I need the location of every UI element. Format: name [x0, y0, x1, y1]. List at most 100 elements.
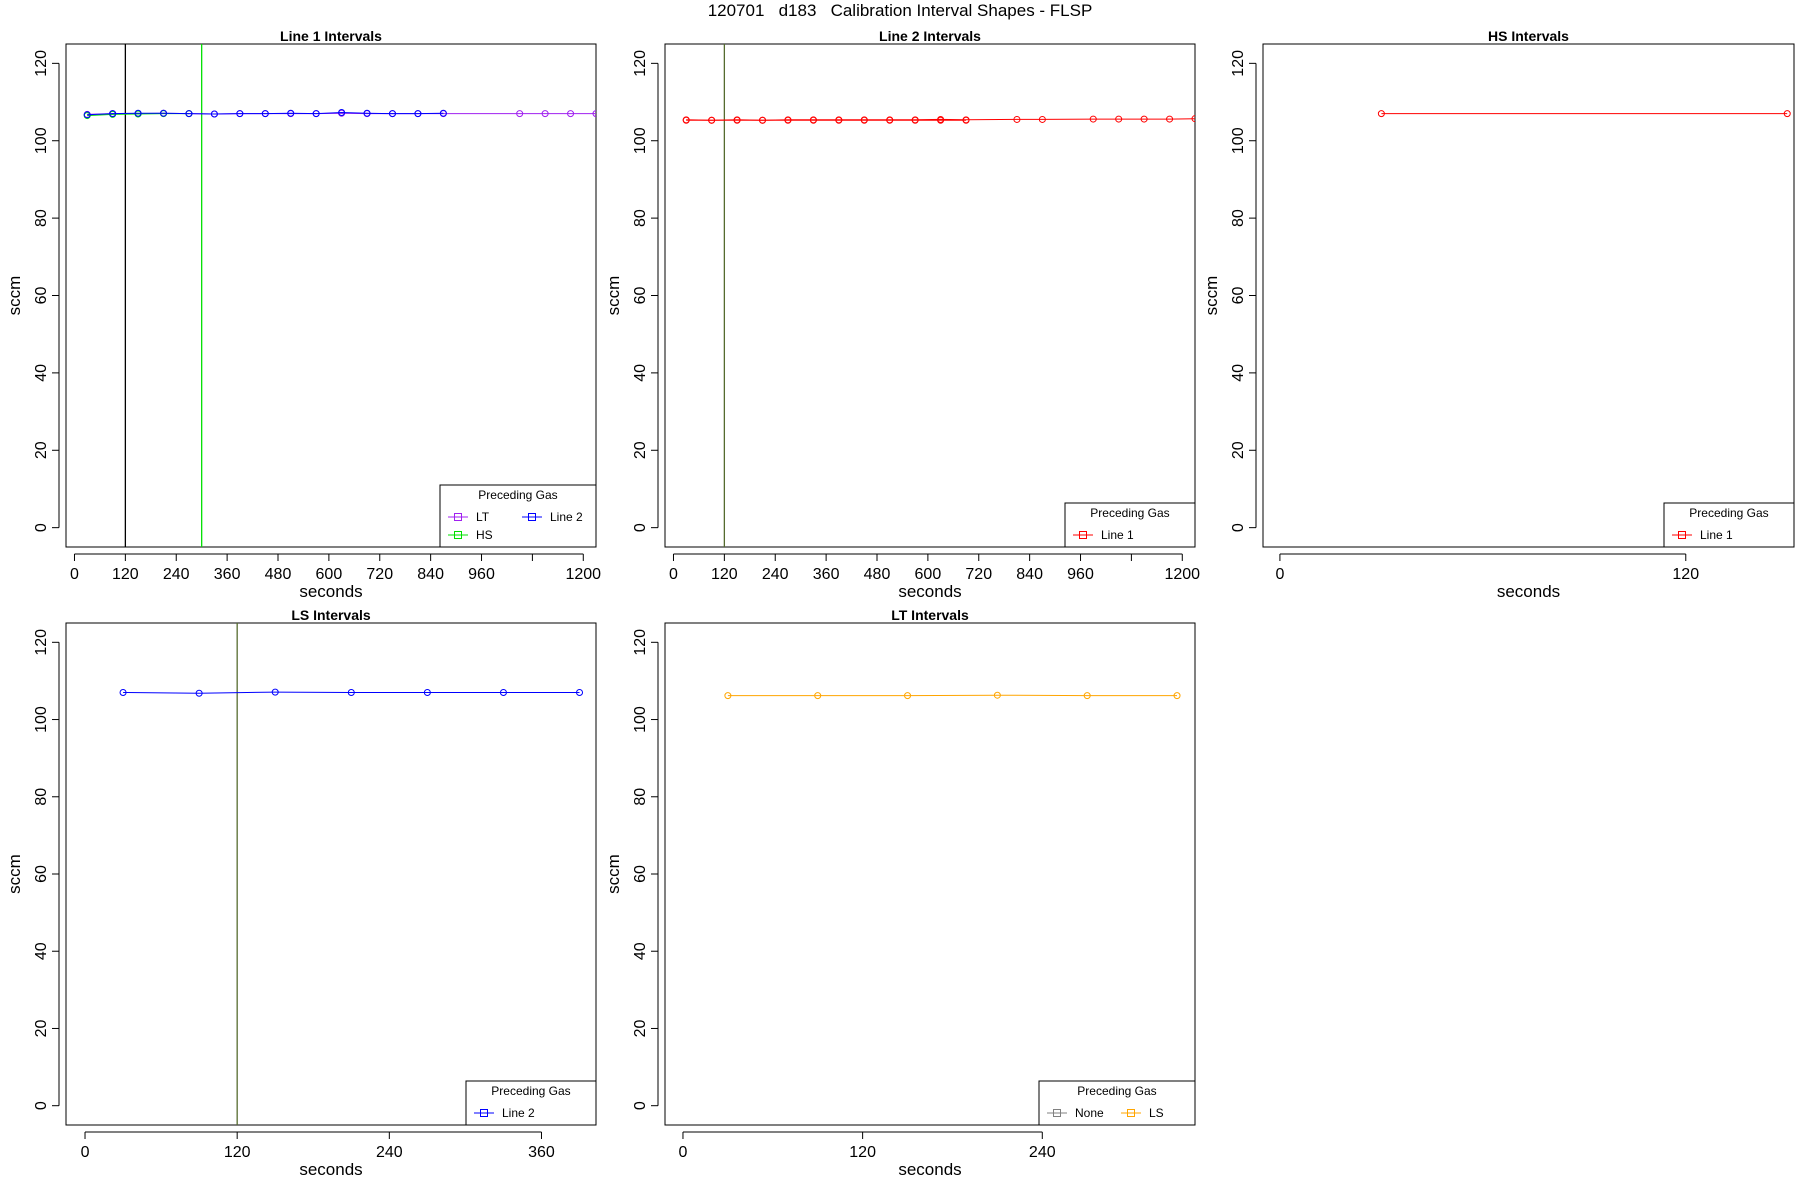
data-point [886, 116, 894, 124]
x-tick-label: 120 [849, 1144, 876, 1161]
x-tick-label: 240 [163, 566, 190, 583]
x-tick-label: 840 [417, 566, 444, 583]
legend: Preceding Gas LT HS Line 2 [439, 484, 597, 548]
data-point [287, 109, 295, 117]
legend-entry: Line 1 [1672, 528, 1733, 542]
data-point [261, 110, 269, 118]
legend-entry: HS [448, 528, 493, 542]
legend-entry: LT [448, 510, 490, 524]
legend-label: HS [476, 528, 493, 542]
y-tick-label: 20 [1230, 441, 1247, 459]
legend-swatch-marker [1079, 531, 1087, 539]
legend-title: Preceding Gas [491, 1084, 570, 1098]
x-axis-label: seconds [1497, 582, 1560, 601]
legend-entry: Line 2 [522, 510, 583, 524]
figure-title: 120701 d183 Calibration Interval Shapes … [707, 1, 1093, 20]
legend-label: LT [476, 510, 490, 524]
data-point [904, 692, 912, 700]
chart-title: HS Intervals [1488, 28, 1569, 44]
legend-box [1064, 502, 1196, 548]
legend: Preceding Gas Line 1 [1064, 502, 1196, 548]
x-axis-label: seconds [898, 582, 961, 601]
data-point [962, 116, 970, 124]
legend-swatch-marker [528, 513, 536, 521]
data-point [423, 689, 431, 697]
y-tick-label: 120 [1230, 50, 1247, 77]
plot-area [1377, 110, 1791, 118]
plot-area [119, 623, 584, 1125]
legend-label: Line 2 [550, 510, 583, 524]
x-axis-label: seconds [898, 1160, 961, 1179]
y-tick-label: 100 [632, 706, 649, 733]
x-tick-label: 600 [915, 566, 942, 583]
data-point [338, 108, 346, 116]
data-point [109, 110, 117, 118]
data-point [414, 110, 422, 118]
y-tick-label: 120 [33, 629, 50, 656]
data-point [937, 116, 945, 124]
chart-title: LS Intervals [291, 607, 371, 623]
y-axis-label: sccm [5, 854, 24, 894]
x-tick-label: 120 [711, 566, 738, 583]
data-point [236, 110, 244, 118]
plot-area [724, 691, 1181, 700]
y-tick-label: 100 [33, 706, 50, 733]
series-line [123, 691, 580, 694]
data-point [784, 116, 792, 124]
data-point [210, 110, 218, 118]
legend-title: Preceding Gas [1077, 1084, 1156, 1098]
x-tick-label: 480 [864, 566, 891, 583]
x-tick-label: 240 [1029, 1144, 1056, 1161]
y-tick-label: 20 [33, 1019, 50, 1037]
data-point [312, 110, 320, 118]
y-tick-label: 100 [1230, 127, 1247, 154]
legend-box [1038, 1080, 1196, 1126]
x-tick-label: 720 [366, 566, 393, 583]
legend: Preceding Gas Line 2 [465, 1080, 597, 1126]
y-tick-label: 0 [33, 1101, 50, 1110]
chart-panel-3: HS Intervals 0 120 seconds 0 20 40 60 80 100 120 sc… [1202, 28, 1795, 601]
legend-title: Preceding Gas [1689, 506, 1768, 520]
legend-box [1663, 502, 1795, 548]
x-tick-label: 720 [965, 566, 992, 583]
x-tick-label: 600 [316, 566, 343, 583]
y-tick-label: 20 [632, 441, 649, 459]
y-tick-label: 40 [632, 364, 649, 382]
x-tick-label: 240 [376, 1144, 403, 1161]
x-tick-label: 240 [762, 566, 789, 583]
plot-frame [1262, 43, 1795, 548]
plot-frame [664, 43, 1196, 548]
data-point [724, 692, 732, 700]
y-axis-label: sccm [5, 276, 24, 316]
data-point [1191, 115, 1195, 123]
legend-swatch-marker [480, 1109, 488, 1117]
plot-frame [65, 43, 597, 548]
y-tick-label: 60 [632, 287, 649, 305]
x-tick-label: 360 [813, 566, 840, 583]
data-point [1115, 115, 1123, 123]
data-point [1140, 115, 1148, 123]
x-tick-label: 840 [1016, 566, 1043, 583]
y-tick-label: 0 [33, 523, 50, 532]
x-tick-label: 0 [81, 1144, 90, 1161]
data-point [1166, 115, 1174, 123]
legend-swatch-marker [1127, 1109, 1135, 1117]
data-point [1083, 692, 1091, 700]
x-axis-label: seconds [299, 1160, 362, 1179]
x-axis-label: seconds [299, 582, 362, 601]
y-tick-label: 0 [632, 523, 649, 532]
data-point [195, 689, 203, 697]
legend: Preceding Gas None LS [1038, 1080, 1196, 1126]
x-tick-label: 0 [669, 566, 678, 583]
data-point [439, 109, 447, 117]
y-tick-label: 80 [33, 209, 50, 227]
legend-title: Preceding Gas [1090, 506, 1169, 520]
legend: Preceding Gas Line 1 [1663, 502, 1795, 548]
data-point [541, 110, 549, 118]
chart-title: LT Intervals [891, 607, 969, 623]
data-point [1783, 110, 1791, 118]
data-point [835, 116, 843, 124]
y-tick-label: 80 [1230, 209, 1247, 227]
legend-entry: Line 2 [474, 1106, 535, 1120]
